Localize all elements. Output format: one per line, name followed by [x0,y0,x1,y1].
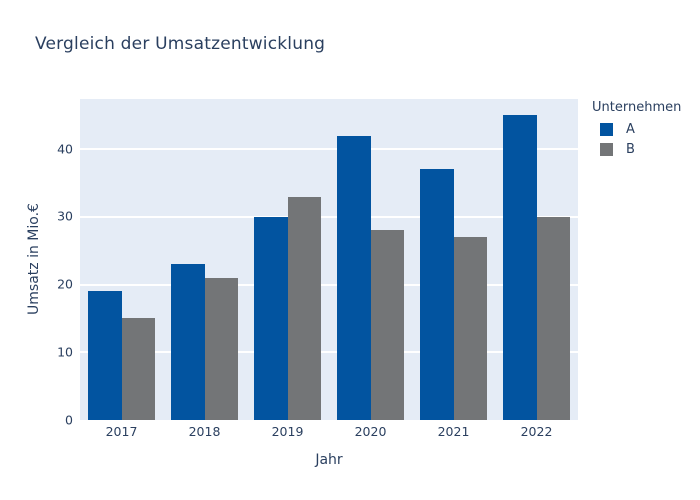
gridline-10 [80,351,578,354]
y-axis-ticks: 0 10 20 30 40 [0,99,73,425]
legend-label-B: B [626,141,635,157]
y-tick-label-30: 30 [57,208,73,224]
x-tick-label-2020: 2020 [354,424,387,439]
x-axis-title: Jahr [315,452,343,468]
bar-B-2019 [287,196,321,420]
y-tick-label-10: 10 [57,344,73,360]
bar-A-2020 [337,135,371,420]
legend-swatch-B [600,142,613,156]
bars-layer [80,99,578,420]
bar-B-2022 [536,216,570,420]
bar-group-2022 [495,99,578,420]
bar-A-2018 [171,264,205,420]
x-tick-label-2022: 2022 [520,424,553,439]
bar-group-2019 [246,99,329,420]
y-tick-label-20: 20 [57,276,73,292]
bar-group-2018 [163,99,246,420]
gridline-30 [80,215,578,218]
bar-A-2021 [420,169,454,420]
gridline-20 [80,283,578,286]
bar-A-2017 [88,291,122,420]
bar-B-2018 [204,277,238,420]
plot-area[interactable] [80,99,578,420]
legend-label-A: A [626,122,635,137]
legend-title: Unternehmen [592,100,682,115]
bar-A-2022 [503,115,537,420]
bar-group-2020 [329,99,412,420]
y-tick-label-0: 0 [65,411,73,427]
gridline-40 [80,148,578,151]
chart-title: Vergleich der Umsatzentwicklung [35,34,326,54]
x-axis-ticks: 2017 2018 2019 2020 2021 2022 [80,424,578,439]
y-tick-label-40: 40 [57,140,73,156]
bar-B-2017 [121,318,155,420]
legend-swatch-A [600,123,613,137]
bar-B-2020 [370,230,404,420]
legend-item-A[interactable]: A [592,122,681,138]
bar-group-2021 [412,99,495,420]
x-tick-label-2018: 2018 [188,424,221,439]
bar-B-2021 [453,237,487,420]
bar-A-2019 [254,216,288,420]
x-tick-label-2021: 2021 [437,424,470,439]
legend-item-B[interactable]: B [592,142,681,158]
bar-group-2017 [80,99,163,420]
x-tick-label-2019: 2019 [271,424,304,439]
x-tick-label-2017: 2017 [105,424,138,439]
